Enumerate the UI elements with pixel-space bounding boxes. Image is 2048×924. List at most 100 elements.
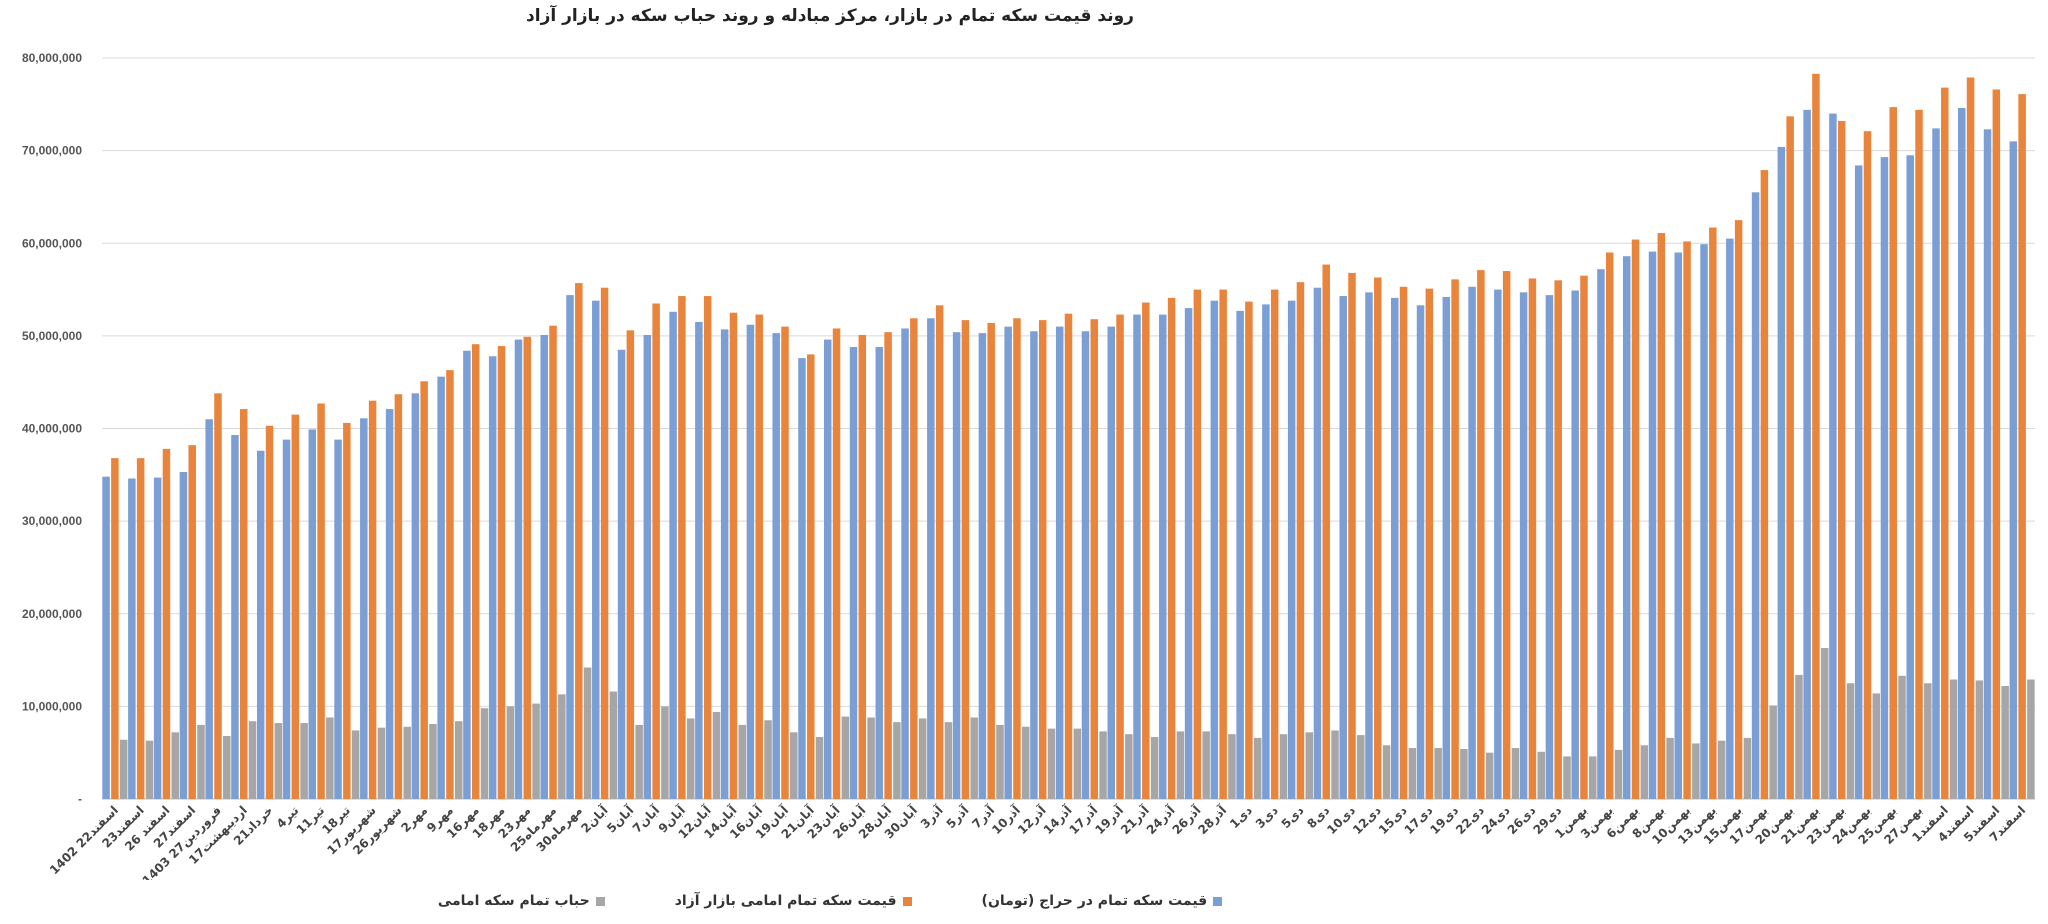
bar (1949, 679, 1958, 799)
y-tick-label: 30,000,000 (22, 514, 82, 528)
bar (119, 739, 128, 799)
bar (153, 477, 162, 799)
y-tick-label: - (78, 792, 82, 806)
bar (1563, 756, 1571, 799)
bar (454, 721, 463, 799)
bar (592, 300, 600, 799)
bar (326, 717, 334, 799)
bar (1133, 314, 1141, 799)
bar (1099, 731, 1107, 799)
bar (1064, 313, 1073, 799)
bar (652, 303, 660, 799)
bar (772, 333, 780, 799)
bar (1726, 238, 1734, 799)
bar (875, 346, 884, 799)
bar (1374, 277, 1382, 799)
x-tick-label: 2آبان (578, 802, 612, 836)
x-tick-label: 5آذر (943, 802, 972, 831)
legend-label-bubble: حباب تمام سکه امامی (437, 893, 590, 909)
bar (214, 393, 222, 799)
x-tick-label: 26دی (1505, 803, 1539, 837)
bar (488, 356, 497, 799)
bar (1305, 732, 1314, 799)
bar (1485, 752, 1494, 799)
legend-swatch-auction (1213, 896, 1223, 906)
bar (1803, 109, 1811, 800)
bar (205, 419, 213, 799)
bar (1047, 728, 1056, 799)
bar (102, 476, 110, 799)
bar (790, 732, 798, 799)
bar (1674, 252, 1683, 799)
bar (1854, 165, 1863, 799)
bar (1073, 728, 1082, 799)
bar (1236, 310, 1244, 799)
bar (935, 305, 944, 799)
y-tick-label: 20,000,000 (22, 607, 82, 621)
bar (738, 724, 746, 799)
bar (1090, 319, 1099, 799)
bar (1176, 731, 1185, 799)
bar (446, 370, 454, 799)
bar (755, 314, 763, 799)
bar (1399, 286, 1408, 799)
bar (145, 740, 154, 799)
bar (1030, 331, 1038, 799)
bar (231, 434, 239, 799)
bar (1734, 220, 1743, 799)
bar (1666, 737, 1674, 799)
bar (764, 720, 772, 799)
bar (463, 350, 471, 799)
bar (334, 439, 342, 799)
bar (1889, 107, 1897, 799)
bar (918, 718, 927, 799)
bar (558, 694, 566, 799)
bar (1622, 256, 1631, 799)
bar (1193, 289, 1202, 799)
chart-legend: قیمت سکه تمام در حراج (تومان) قیمت سکه ت… (0, 893, 1660, 909)
bar (420, 381, 428, 799)
bar (429, 723, 437, 799)
bar (1769, 705, 1777, 799)
legend-item-auction: قیمت سکه تمام در حراج (تومان) (982, 893, 1223, 909)
legend-item-free-market: قیمت سکه تمام امامی بازار آزاد (675, 893, 912, 909)
bar (265, 425, 274, 799)
y-tick-label: 80,000,000 (22, 51, 82, 65)
bar (1709, 227, 1717, 799)
bar (368, 400, 377, 799)
bar (514, 339, 523, 799)
bar (1313, 287, 1322, 799)
y-tick-label: 50,000,000 (22, 329, 82, 343)
bar (1382, 745, 1391, 799)
bar (1460, 748, 1468, 799)
bar (987, 322, 995, 799)
bar (823, 339, 832, 799)
x-tick-label: 12دی (1350, 803, 1384, 837)
bar (600, 287, 609, 799)
bar (1365, 292, 1373, 799)
bar (729, 312, 738, 799)
bar (1872, 693, 1881, 799)
x-tick-label: 17دی (1402, 803, 1436, 837)
legend-label-auction: قیمت سکه تمام در حراج (تومان) (981, 893, 1208, 909)
bar (240, 409, 248, 799)
bar (746, 324, 755, 799)
bar (179, 472, 188, 799)
bar (2018, 94, 2026, 799)
chart-title: روند قیمت سکه تمام در بازار، مرکز مبادله… (526, 6, 1134, 26)
y-tick-label: 70,000,000 (22, 144, 82, 158)
x-tick-label: 7آبان (629, 802, 663, 836)
bar (1906, 155, 1914, 800)
bar (506, 706, 515, 799)
bar (1692, 743, 1700, 799)
y-tick-label: 60,000,000 (22, 236, 82, 250)
bar (128, 478, 136, 799)
bar (1434, 748, 1442, 799)
bar (1408, 748, 1417, 799)
bar (274, 723, 283, 799)
bar (952, 332, 961, 799)
x-tick-label: 5دی (1279, 803, 1307, 831)
bar (1915, 109, 1923, 800)
bar (540, 334, 548, 799)
bar (1416, 305, 1425, 799)
